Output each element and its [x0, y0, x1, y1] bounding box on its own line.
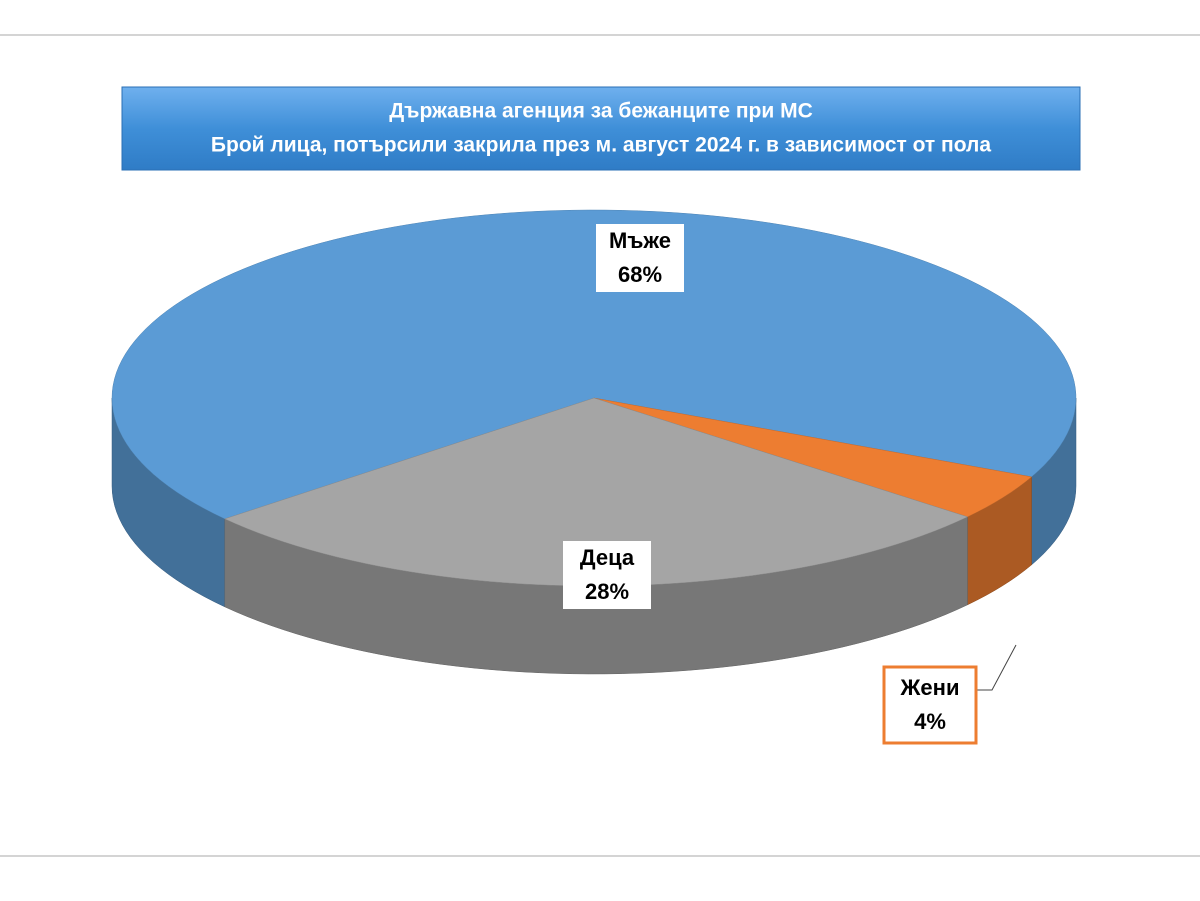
- label-category: Деца: [580, 545, 635, 570]
- label-value: 28%: [585, 579, 629, 604]
- label-category: Мъже: [609, 228, 671, 253]
- slice: [111, 209, 1077, 520]
- data-labels: Мъже 68% Жени 4% Деца 28%: [563, 224, 1017, 745]
- title-box: [121, 86, 1081, 171]
- slice: [593, 397, 1033, 518]
- label-value: 4%: [914, 709, 946, 734]
- chart-subtitle: Брой лица, потърсили закрила през м. авг…: [211, 134, 991, 157]
- label-category: Жени: [900, 675, 960, 700]
- label-box: [596, 224, 684, 292]
- label-value: 68%: [618, 262, 662, 287]
- label-box: [563, 541, 651, 609]
- chart-title: Държавна агенция за бежанците при МС: [389, 100, 813, 123]
- leader-line: [976, 644, 1017, 691]
- label-box: [882, 665, 978, 745]
